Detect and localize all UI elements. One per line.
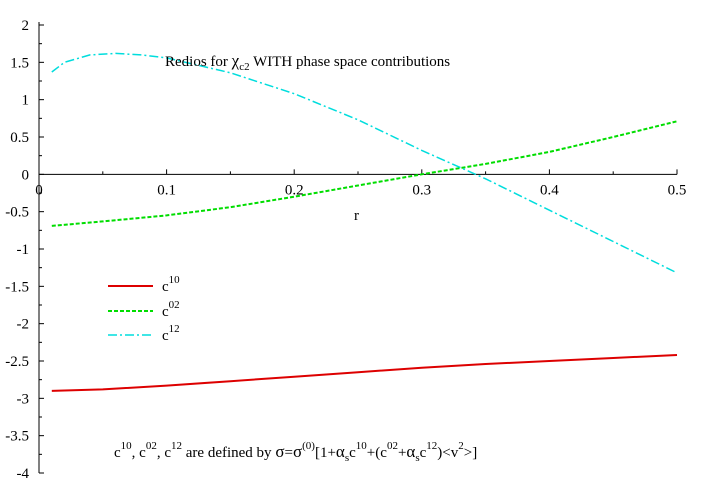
y-tick-label: -2.5 xyxy=(5,354,29,370)
x-tick-label: 0.1 xyxy=(157,182,176,198)
chart-title: Redios for χc2 WITH phase space contribu… xyxy=(165,51,450,73)
axes xyxy=(38,22,678,474)
chart-title-prefix: Redios for xyxy=(165,54,232,70)
series-line-c02 xyxy=(51,120,678,227)
x-tick-label: 0.4 xyxy=(540,182,559,198)
x-tick-label: 0.2 xyxy=(285,182,304,198)
x-tick-label: 0 xyxy=(35,182,43,198)
series-line-c10 xyxy=(51,354,678,392)
chart-title-suffix: WITH phase space contributions xyxy=(250,54,451,70)
legend-label-c12: c12 xyxy=(162,323,180,344)
y-tick-label: -0.5 xyxy=(5,205,29,221)
y-tick-label: 1.5 xyxy=(10,55,29,71)
y-tick-label: -3 xyxy=(17,391,30,407)
definition-annotation: c10, c02, c12 are defined by σ=σ(0)[1+αs… xyxy=(114,440,477,464)
y-tick-label: 2 xyxy=(22,18,30,34)
series-layer xyxy=(51,52,678,392)
x-axis-label: r xyxy=(354,208,359,224)
legend-label-c02: c02 xyxy=(162,299,180,320)
legend: c10 c02 c12 xyxy=(108,274,180,344)
y-tick-label: 0 xyxy=(22,167,30,183)
y-tick-label: 0.5 xyxy=(10,130,29,146)
y-tick-label: -2 xyxy=(17,317,30,333)
x-tick-label: 0.3 xyxy=(412,182,431,198)
chart-title-chi-sub: c2 xyxy=(239,61,249,73)
x-tick-label: 0.5 xyxy=(668,182,687,198)
y-tick-label: -1 xyxy=(17,242,30,258)
y-tick-label: -4 xyxy=(17,466,30,482)
y-tick-label: -3.5 xyxy=(5,429,29,445)
legend-label-c10: c10 xyxy=(162,274,180,295)
y-tick-label: 1 xyxy=(22,93,30,109)
series-line-c12 xyxy=(51,52,678,274)
tick-labels: 2 1.5 1 0.5 0 -0.5 -1 -1.5 -2 -2.5 -3 -3.5 -4 0 0.1 0.2… xyxy=(5,18,686,482)
y-tick-label: -1.5 xyxy=(5,279,29,295)
chart-title-chi: χ xyxy=(231,51,240,70)
